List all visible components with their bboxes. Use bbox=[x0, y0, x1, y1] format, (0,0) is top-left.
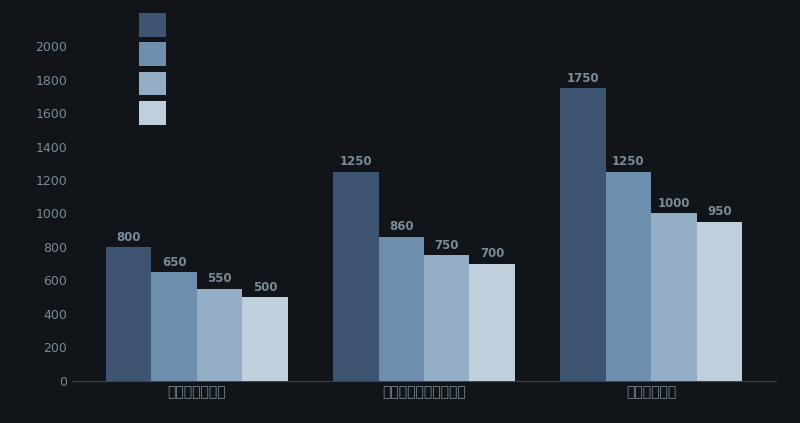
Bar bbox=[197, 289, 242, 381]
Bar bbox=[470, 264, 515, 381]
Bar bbox=[697, 222, 742, 381]
Bar bbox=[106, 247, 151, 381]
Bar bbox=[424, 255, 470, 381]
Text: 650: 650 bbox=[162, 255, 186, 269]
Text: 1750: 1750 bbox=[566, 71, 599, 85]
FancyBboxPatch shape bbox=[139, 71, 166, 96]
Text: 1250: 1250 bbox=[612, 155, 645, 168]
FancyBboxPatch shape bbox=[139, 13, 166, 37]
Text: 950: 950 bbox=[707, 206, 731, 218]
FancyBboxPatch shape bbox=[139, 101, 166, 125]
Text: 1250: 1250 bbox=[339, 155, 372, 168]
Text: 550: 550 bbox=[207, 272, 232, 286]
Bar bbox=[151, 272, 197, 381]
Bar bbox=[606, 172, 651, 381]
Bar bbox=[242, 297, 288, 381]
Bar bbox=[378, 237, 424, 381]
Bar bbox=[651, 214, 697, 381]
FancyBboxPatch shape bbox=[139, 42, 166, 66]
Bar bbox=[333, 172, 378, 381]
Text: 750: 750 bbox=[434, 239, 459, 252]
Text: 500: 500 bbox=[253, 281, 278, 294]
Text: 800: 800 bbox=[117, 231, 141, 244]
Text: 700: 700 bbox=[480, 247, 504, 260]
Text: 1000: 1000 bbox=[658, 197, 690, 210]
Text: 860: 860 bbox=[389, 220, 414, 233]
Bar bbox=[560, 88, 606, 381]
